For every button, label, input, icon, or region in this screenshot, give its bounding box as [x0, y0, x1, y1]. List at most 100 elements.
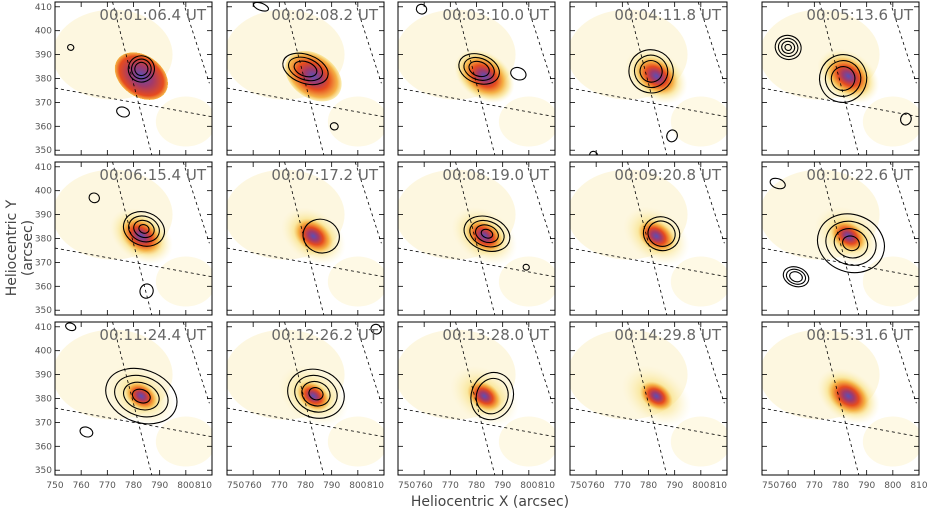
x-tick-label: 790 — [494, 481, 511, 491]
grid-line — [570, 87, 727, 118]
emission-haze — [670, 256, 727, 307]
contour — [816, 213, 885, 274]
contour — [639, 59, 663, 83]
contour — [134, 61, 149, 77]
contour — [79, 426, 94, 438]
x-tick-label: 760 — [245, 481, 262, 491]
grid-line — [284, 2, 325, 155]
contour — [458, 53, 500, 85]
x-tick-label: 770 — [614, 481, 631, 491]
panel: 00:07:17.2 UT — [226, 161, 385, 316]
contour — [65, 322, 77, 332]
grid-line — [398, 407, 555, 438]
y-tick-label: 350 — [35, 146, 52, 156]
y-tick-label: 370 — [35, 258, 52, 268]
contour — [329, 122, 339, 131]
y-tick-label: 350 — [35, 306, 52, 316]
y-tick-label: 380 — [35, 235, 52, 245]
x-tick-label: 770 — [442, 481, 459, 491]
x-tick-label: 750 — [570, 481, 587, 491]
contour — [128, 215, 160, 243]
panel-time-label: 00:02:08.2 UT — [271, 6, 378, 24]
grid-line — [455, 322, 496, 475]
contour — [370, 323, 382, 335]
contour — [647, 220, 676, 247]
panel-time-label: 00:06:15.4 UT — [99, 166, 206, 184]
grid-line — [112, 162, 153, 315]
panel-time-label: 00:11:24.4 UT — [99, 326, 206, 344]
grid-line — [354, 2, 382, 84]
contour — [824, 60, 862, 97]
x-tick-label: 790 — [666, 481, 683, 491]
y-tick-label: 360 — [35, 282, 52, 292]
emission-haze — [155, 96, 212, 147]
emission-source — [114, 51, 169, 101]
panel-time-label: 00:01:06.4 UT — [99, 6, 206, 24]
x-tick-label: 800 — [349, 481, 366, 491]
emission-haze — [862, 96, 919, 147]
grid-line — [525, 322, 553, 404]
contour — [415, 3, 428, 15]
x-tick-label: 800 — [692, 481, 709, 491]
y-tick-label: 410 — [35, 3, 52, 13]
panel-time-label: 00:08:19.0 UT — [442, 166, 549, 184]
grid-line — [525, 2, 553, 84]
contour — [830, 66, 856, 91]
contour — [833, 228, 869, 259]
emission-haze — [155, 256, 212, 307]
x-tick-label: 780 — [125, 481, 142, 491]
y-tick-label: 380 — [35, 395, 52, 405]
x-tick-label: 780 — [468, 481, 485, 491]
x-tick-label: 780 — [640, 481, 657, 491]
panel-time-label: 00:13:28.0 UT — [442, 326, 549, 344]
contour — [769, 177, 786, 190]
emission-haze — [498, 96, 555, 147]
panel-time-label: 00:10:22.6 UT — [806, 166, 913, 184]
emission-haze — [327, 256, 384, 307]
contour — [133, 219, 155, 239]
contour — [784, 43, 792, 51]
contour — [628, 49, 674, 94]
contour — [474, 224, 499, 244]
x-tick-label: 800 — [177, 481, 194, 491]
grid-line — [55, 87, 212, 118]
contour — [589, 150, 598, 155]
grid-line — [819, 162, 860, 315]
contour — [138, 224, 150, 234]
y-tick-label: 370 — [35, 98, 52, 108]
contour — [67, 43, 75, 51]
panel: 00:04:11.8 UT — [569, 1, 728, 156]
x-tick-label: 770 — [806, 481, 823, 491]
panel: 00:15:31.6 UT — [761, 321, 920, 476]
contour — [287, 368, 345, 419]
contour — [781, 40, 796, 55]
contour — [825, 220, 877, 266]
y-tick-label: 410 — [35, 163, 52, 173]
contour — [122, 211, 166, 247]
y-tick-label: 350 — [35, 466, 52, 476]
contour — [468, 60, 490, 78]
panel: 00:03:10.0 UT — [397, 1, 556, 156]
grid-line — [889, 162, 917, 244]
emission-haze — [327, 96, 384, 147]
x-tick-label: 790 — [323, 481, 340, 491]
contour — [522, 263, 530, 271]
contour — [302, 218, 340, 254]
grid-line — [398, 247, 555, 278]
contour — [130, 58, 152, 80]
contour — [114, 374, 169, 418]
panel: 00:14:29.8 UT — [569, 321, 728, 476]
y-tick-label: 400 — [35, 27, 52, 37]
grid-line — [227, 247, 384, 278]
grid-line — [227, 407, 384, 438]
grid-line — [570, 407, 727, 438]
grid-line — [55, 247, 212, 278]
grid-line — [697, 162, 725, 244]
contour — [782, 266, 810, 288]
emission-haze — [862, 256, 919, 307]
emission-haze — [498, 256, 555, 307]
panel-time-label: 00:15:31.6 UT — [806, 326, 913, 344]
grid-line — [697, 2, 725, 84]
